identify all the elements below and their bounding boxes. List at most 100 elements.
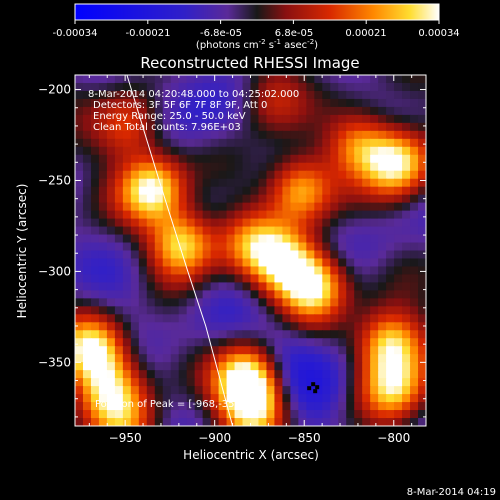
heatmap-cell	[170, 90, 180, 100]
heatmap-cell	[170, 346, 180, 355]
heatmap-cell	[314, 370, 323, 379]
heatmap-cell	[282, 138, 291, 148]
heatmap-cell	[258, 290, 268, 299]
heatmap-cell	[138, 162, 148, 172]
heatmap-cell	[378, 82, 387, 92]
heatmap-cell	[75, 394, 84, 403]
heatmap-cell	[322, 386, 331, 395]
heatmap-cell	[162, 122, 172, 132]
heatmap-cell	[202, 370, 212, 379]
heatmap-cell	[90, 402, 100, 411]
heatmap-cell	[274, 98, 284, 108]
heatmap-cell	[394, 394, 403, 403]
heatmap-cell	[202, 386, 212, 395]
heatmap-cell	[234, 410, 244, 419]
heatmap-cell	[338, 346, 347, 355]
heatmap-cell	[362, 146, 371, 156]
heatmap-cell	[178, 194, 188, 204]
heatmap-cell	[130, 75, 140, 84]
y-axis-label: Heliocentric Y (arcsec)	[15, 184, 29, 319]
heatmap-cell	[362, 234, 371, 244]
heatmap-cell	[250, 106, 260, 116]
heatmap-cell	[330, 290, 339, 299]
heatmap-cell	[82, 226, 92, 236]
heatmap-cell	[266, 362, 276, 371]
heatmap-cell	[90, 290, 100, 299]
heatmap-cell	[402, 274, 411, 284]
heatmap-cell	[338, 202, 347, 212]
heatmap-cell	[370, 75, 379, 84]
heatmap-cell	[402, 114, 411, 124]
heatmap-cell	[306, 378, 315, 387]
heatmap-cell	[138, 402, 148, 411]
heatmap-cell	[122, 130, 132, 140]
heatmap-cell	[362, 226, 371, 236]
heatmap-cell	[314, 362, 323, 371]
heatmap-cell	[378, 122, 387, 132]
heatmap-cell	[82, 170, 92, 180]
heatmap-cell	[242, 242, 252, 252]
heatmap-cell	[138, 154, 148, 164]
heatmap-cell	[226, 322, 236, 331]
heatmap-cell	[386, 314, 395, 323]
heatmap-cell	[274, 394, 284, 403]
heatmap-cell	[130, 106, 140, 116]
heatmap-cell	[210, 290, 220, 299]
heatmap-cell	[410, 170, 419, 180]
heatmap-cell	[98, 218, 108, 228]
heatmap-cell	[75, 290, 84, 299]
heatmap-cell	[362, 210, 371, 220]
heatmap-cell	[82, 338, 92, 347]
heatmap-cell	[314, 242, 323, 252]
heatmap-cell	[322, 194, 331, 204]
heatmap-cell	[258, 250, 268, 260]
heatmap-cell	[282, 346, 291, 355]
heatmap-cell	[330, 306, 339, 315]
heatmap-cell	[234, 242, 244, 252]
heatmap-cell	[314, 410, 323, 419]
heatmap-cell	[274, 146, 284, 156]
heatmap-cell	[162, 394, 172, 403]
heatmap-cell	[394, 330, 403, 339]
heatmap-cell	[282, 106, 291, 116]
heatmap-cell	[218, 306, 228, 315]
heatmap-cell	[90, 82, 100, 92]
heatmap-cell	[354, 338, 363, 347]
heatmap-cell	[130, 394, 140, 403]
heatmap-cell	[314, 162, 323, 172]
heatmap-cell	[290, 90, 299, 100]
heatmap-cell	[290, 226, 299, 236]
heatmap-cell	[346, 226, 355, 236]
heatmap-cell	[82, 362, 92, 371]
heatmap-cell	[298, 298, 307, 307]
heatmap-cell	[210, 98, 220, 108]
heatmap-cell	[82, 114, 92, 124]
heatmap-cell	[282, 130, 291, 140]
heatmap-cell	[274, 186, 284, 196]
heatmap-cell	[394, 106, 403, 116]
heatmap-cell	[162, 218, 172, 228]
heatmap-cell	[306, 122, 315, 132]
heatmap-cell	[266, 418, 276, 426]
heatmap-cell	[146, 194, 156, 204]
heatmap-cell	[98, 75, 108, 84]
heatmap-cell	[186, 290, 196, 299]
heatmap-cell	[338, 154, 347, 164]
heatmap-cell	[418, 298, 426, 307]
heatmap-cell	[354, 90, 363, 100]
heatmap-cell	[186, 402, 196, 411]
heatmap-cell	[298, 242, 307, 252]
heatmap-cell	[75, 370, 84, 379]
heatmap-cell	[306, 90, 315, 100]
heatmap-cell	[242, 154, 252, 164]
heatmap-cell	[210, 282, 220, 291]
heatmap-cell	[226, 218, 236, 228]
heatmap-cell	[82, 298, 92, 307]
heatmap-cell	[186, 146, 196, 156]
heatmap-cell	[162, 306, 172, 315]
heatmap-cell	[378, 266, 387, 276]
heatmap-cell	[234, 146, 244, 156]
heatmap-cell	[418, 218, 426, 228]
heatmap-cell	[186, 354, 196, 363]
heatmap-cell	[146, 258, 156, 268]
